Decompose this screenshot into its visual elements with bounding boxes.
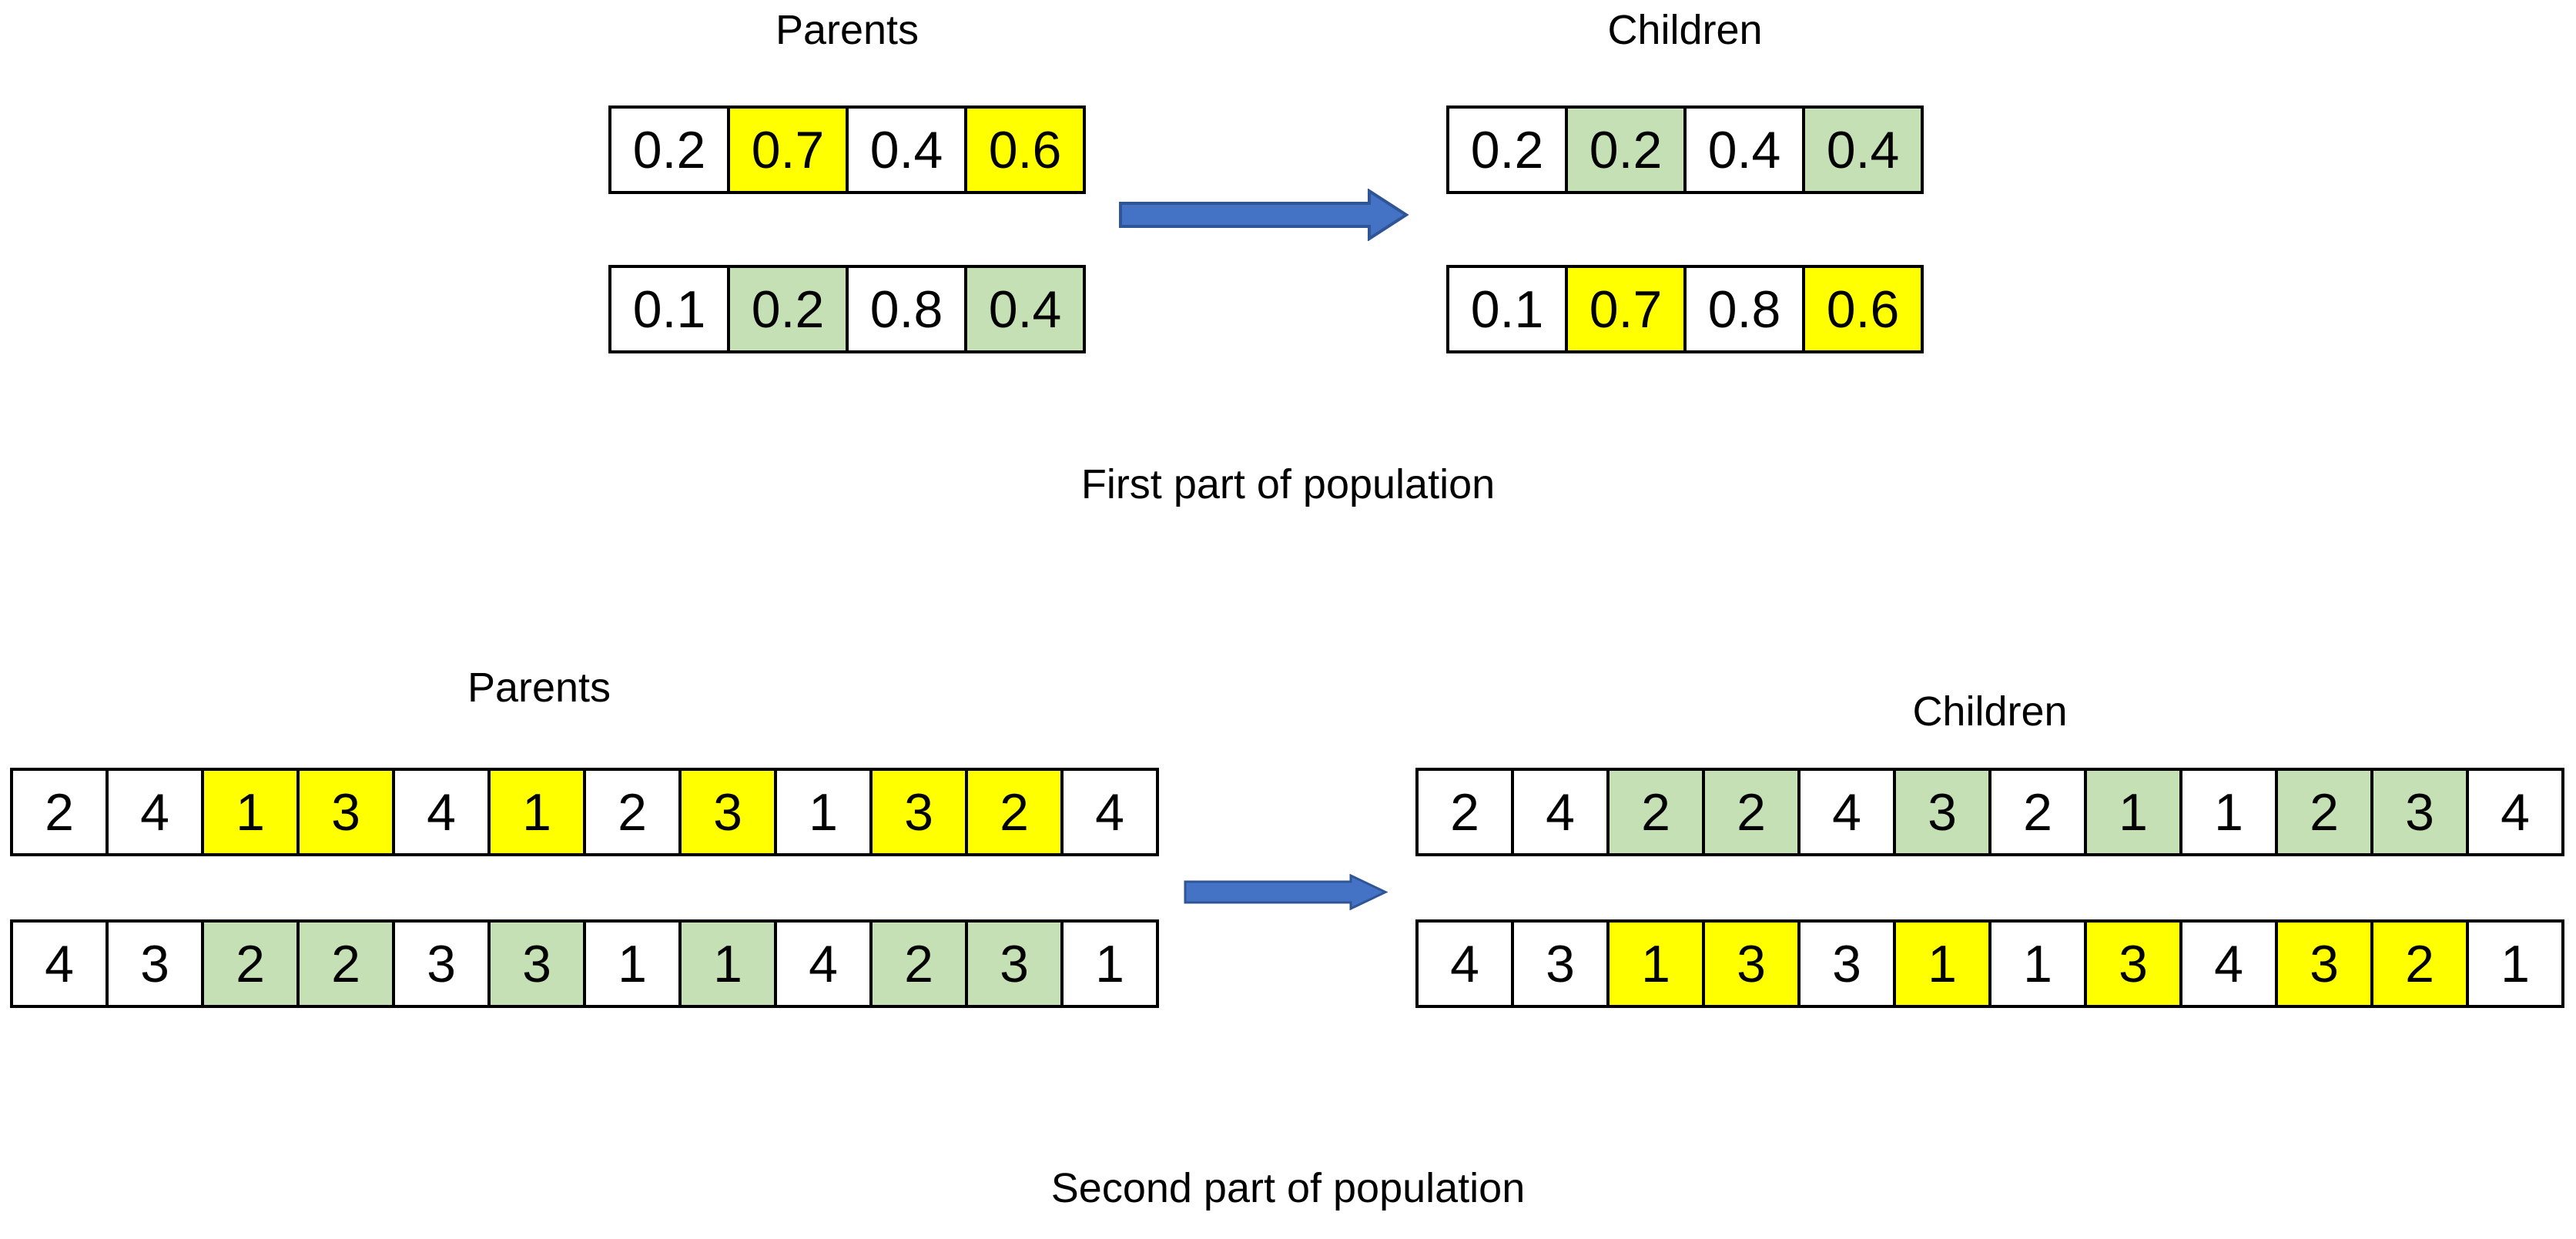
gene-cell: 2 (10, 768, 109, 856)
gene-cell: 1 (583, 919, 682, 1008)
gene-cell: 2 (1988, 768, 2087, 856)
gene-cell: 3 (392, 919, 491, 1008)
gene-cell: 3 (487, 919, 586, 1008)
gene-cell: 0.8 (1683, 265, 1805, 353)
gene-cell: 2 (1415, 768, 1514, 856)
first-parent-2-row: 0.1 0.2 0.8 0.4 (608, 265, 1086, 353)
gene-cell: 3 (1511, 919, 1610, 1008)
gene-cell: 3 (296, 768, 395, 856)
gene-cell: 2 (583, 768, 682, 856)
gene-cell: 0.2 (727, 265, 849, 353)
gene-cell: 4 (10, 919, 109, 1008)
first-children-title: Children (1607, 7, 1763, 53)
gene-cell: 4 (106, 768, 204, 856)
gene-cell: 4 (1511, 768, 1610, 856)
gene-cell: 4 (774, 919, 873, 1008)
gene-cell: 2 (2370, 919, 2469, 1008)
gene-cell: 3 (2275, 919, 2373, 1008)
gene-cell: 1 (487, 768, 586, 856)
gene-cell: 4 (392, 768, 491, 856)
gene-cell: 3 (1797, 919, 1896, 1008)
gene-cell: 3 (965, 919, 1064, 1008)
gene-cell: 4 (2466, 768, 2564, 856)
gene-cell: 0.7 (1565, 265, 1687, 353)
gene-cell: 1 (2084, 768, 2182, 856)
gene-cell: 3 (106, 919, 204, 1008)
gene-cell: 0.4 (1802, 105, 1924, 194)
gene-cell: 2 (965, 768, 1064, 856)
gene-cell: 0.6 (964, 105, 1086, 194)
gene-cell: 3 (1702, 919, 1801, 1008)
gene-cell: 0.2 (608, 105, 730, 194)
gene-cell: 1 (1060, 919, 1159, 1008)
gene-cell: 0.2 (1446, 105, 1568, 194)
first-parent-1-row: 0.2 0.7 0.4 0.6 (608, 105, 1086, 194)
second-part-caption: Second part of population (1050, 1165, 1526, 1211)
gene-cell: 0.7 (727, 105, 849, 194)
first-parents-title: Parents (775, 7, 920, 53)
first-part-caption: First part of population (1080, 461, 1496, 507)
second-parents-title: Parents (467, 665, 611, 711)
gene-cell: 0.1 (1446, 265, 1568, 353)
gene-cell: 0.8 (846, 265, 967, 353)
gene-cell: 1 (774, 768, 873, 856)
gene-cell: 2 (1702, 768, 1801, 856)
gene-cell: 0.4 (964, 265, 1086, 353)
first-child-1-row: 0.2 0.2 0.4 0.4 (1446, 105, 1924, 194)
gene-cell: 2 (296, 919, 395, 1008)
gene-cell: 4 (1060, 768, 1159, 856)
gene-cell: 1 (1988, 919, 2087, 1008)
gene-cell: 0.4 (1683, 105, 1805, 194)
gene-cell: 3 (2084, 919, 2182, 1008)
arrow-right-icon (1119, 189, 1409, 241)
gene-cell: 0.2 (1565, 105, 1687, 194)
gene-cell: 0.1 (608, 265, 730, 353)
gene-cell: 3 (678, 768, 777, 856)
gene-cell: 3 (1893, 768, 1991, 856)
gene-cell: 2 (201, 919, 300, 1008)
gene-cell: 1 (201, 768, 300, 856)
gene-cell: 0.6 (1802, 265, 1924, 353)
gene-cell: 0.4 (846, 105, 967, 194)
gene-cell: 3 (869, 768, 968, 856)
arrow-right-icon (1184, 874, 1388, 910)
gene-cell: 1 (1893, 919, 1991, 1008)
gene-cell: 2 (1606, 768, 1705, 856)
gene-cell: 2 (2275, 768, 2373, 856)
gene-cell: 4 (2179, 919, 2278, 1008)
gene-cell: 1 (2179, 768, 2278, 856)
gene-cell: 1 (678, 919, 777, 1008)
second-children-title: Children (1912, 688, 2068, 735)
gene-cell: 4 (1797, 768, 1896, 856)
gene-cell: 2 (869, 919, 968, 1008)
first-child-2-row: 0.1 0.7 0.8 0.6 (1446, 265, 1924, 353)
gene-cell: 3 (2370, 768, 2469, 856)
gene-cell: 1 (1606, 919, 1705, 1008)
gene-cell: 1 (2466, 919, 2564, 1008)
gene-cell: 4 (1415, 919, 1514, 1008)
